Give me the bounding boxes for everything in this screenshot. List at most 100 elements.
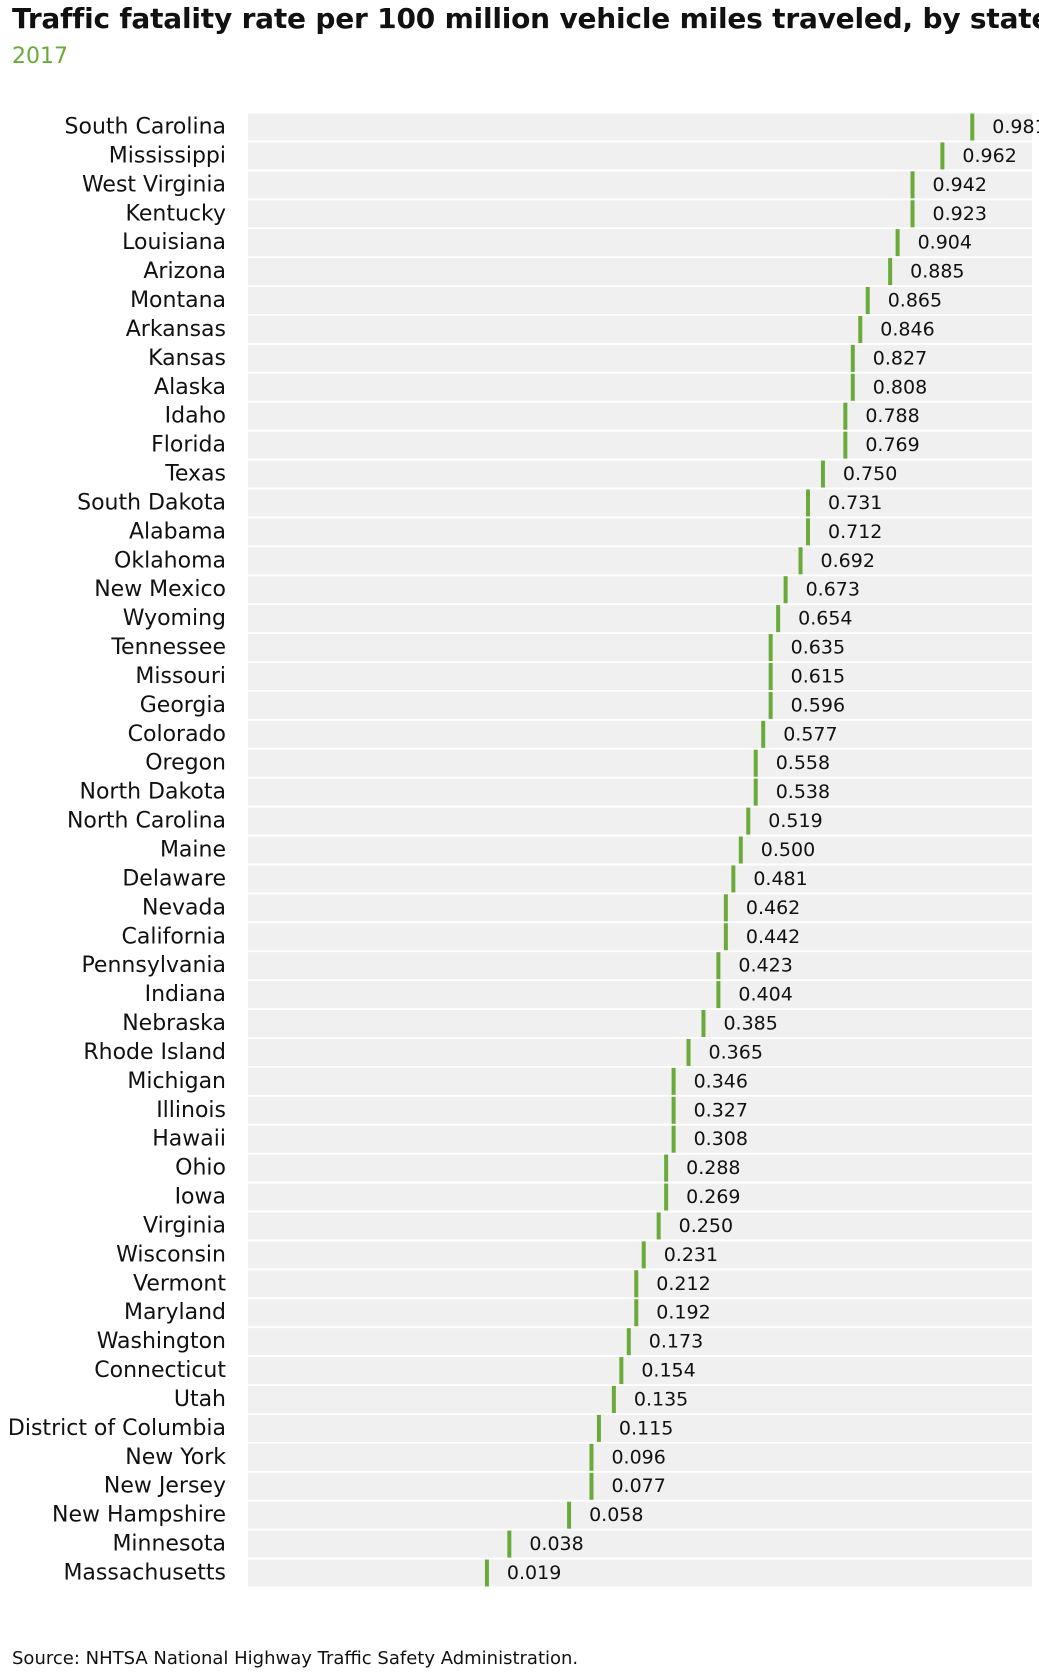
value-mark [701,1010,706,1038]
bar-track [248,894,1032,922]
value-mark [484,1559,489,1587]
bar-track [248,113,1032,141]
category-label-layer: South Carolina Mississippi West Virginia Ke… [8,115,226,1586]
value-mark [664,1154,669,1182]
value-mark-layer [484,113,975,1587]
bar-track [248,923,1032,951]
category-label: Mississippi [109,143,226,168]
category-label: Iowa [175,1185,226,1210]
value-label: 0.885 [910,261,964,283]
value-label: 0.846 [880,318,934,340]
category-label: Missouri [135,664,226,689]
value-mark [589,1443,594,1471]
category-label: North Dakota [80,780,226,805]
bar-track [248,1212,1032,1240]
bar-track [248,460,1032,488]
category-label: Georgia [140,693,226,718]
value-label: 0.077 [611,1475,665,1497]
value-mark [776,605,781,633]
bar-track [248,1241,1032,1269]
value-label: 0.750 [843,463,897,485]
value-label: 0.923 [933,203,987,225]
category-label: Arkansas [126,317,226,342]
category-label: Oregon [145,751,226,776]
value-label: 0.500 [761,839,815,861]
value-mark [611,1385,616,1413]
category-label: Rhode Island [83,1040,226,1065]
bar-track [248,720,1032,748]
bar-track [248,1125,1032,1153]
value-mark [843,402,848,430]
category-label: Texas [164,462,226,487]
value-mark [820,460,825,488]
value-label: 0.462 [746,897,800,919]
category-label: Montana [130,288,226,313]
bar-track [248,402,1032,430]
value-mark [768,634,773,662]
bar-track [248,981,1032,1009]
bar-track [248,1096,1032,1124]
category-label: Alaska [154,375,226,400]
category-label: Maine [160,838,226,863]
category-label: West Virginia [82,172,226,197]
category-label: Wisconsin [116,1242,226,1267]
category-label: New Hampshire [52,1503,226,1528]
category-label: Florida [151,433,226,458]
value-mark [671,1125,676,1153]
source-note: Source: NHTSA National Highway Traffic S… [12,1648,579,1669]
value-label: 0.577 [783,723,837,745]
value-label: 0.788 [865,405,919,427]
value-mark [858,315,863,343]
value-mark [753,778,758,806]
category-label: Idaho [165,404,226,429]
value-label-layer: 0.981 0.962 0.942 0.923 0.904 0.885 0.865 0.846… [507,116,1039,1584]
track-layer [248,113,1032,1587]
value-mark [507,1530,512,1558]
bar-track [248,287,1032,315]
bar-track [248,1357,1032,1385]
value-mark [656,1212,661,1240]
value-mark [910,171,915,199]
category-label: Minnesota [112,1532,226,1557]
value-label: 0.962 [962,145,1016,167]
category-label: Indiana [145,982,226,1007]
category-label: Massachusetts [63,1561,226,1586]
value-mark [850,344,855,372]
value-mark [783,576,788,604]
category-label: Delaware [122,866,226,891]
category-label: Oklahoma [114,548,226,573]
category-label: Virginia [143,1213,226,1238]
value-mark [634,1270,639,1298]
value-mark [716,981,721,1009]
bar-track [248,489,1032,517]
value-mark [723,894,728,922]
bar-track [248,1154,1032,1182]
bar-track [248,344,1032,372]
bar-track [248,865,1032,893]
value-label: 0.635 [791,637,845,659]
bar-chart: South Carolina Mississippi West Virginia Ke… [8,113,1039,1587]
bar-track [248,142,1032,170]
category-label: Washington [97,1329,226,1354]
bar-track [248,1270,1032,1298]
bar-track [248,605,1032,633]
category-label: Maryland [124,1300,226,1325]
value-mark [567,1501,572,1529]
bar-track [248,1067,1032,1095]
value-label: 0.615 [791,665,845,687]
bar-track [248,1530,1032,1558]
category-label: Alabama [129,519,226,544]
value-label: 0.308 [694,1128,748,1150]
value-label: 0.442 [746,926,800,948]
category-label: Arizona [143,259,226,284]
category-label: District of Columbia [8,1416,226,1441]
category-label: Connecticut [94,1358,226,1383]
bar-track [248,778,1032,806]
value-label: 0.327 [694,1099,748,1121]
bar-track [248,171,1032,199]
value-mark [641,1241,646,1269]
category-label: Wyoming [123,606,226,631]
value-mark [970,113,975,141]
value-label: 0.404 [738,984,792,1006]
value-label: 0.712 [828,521,882,543]
